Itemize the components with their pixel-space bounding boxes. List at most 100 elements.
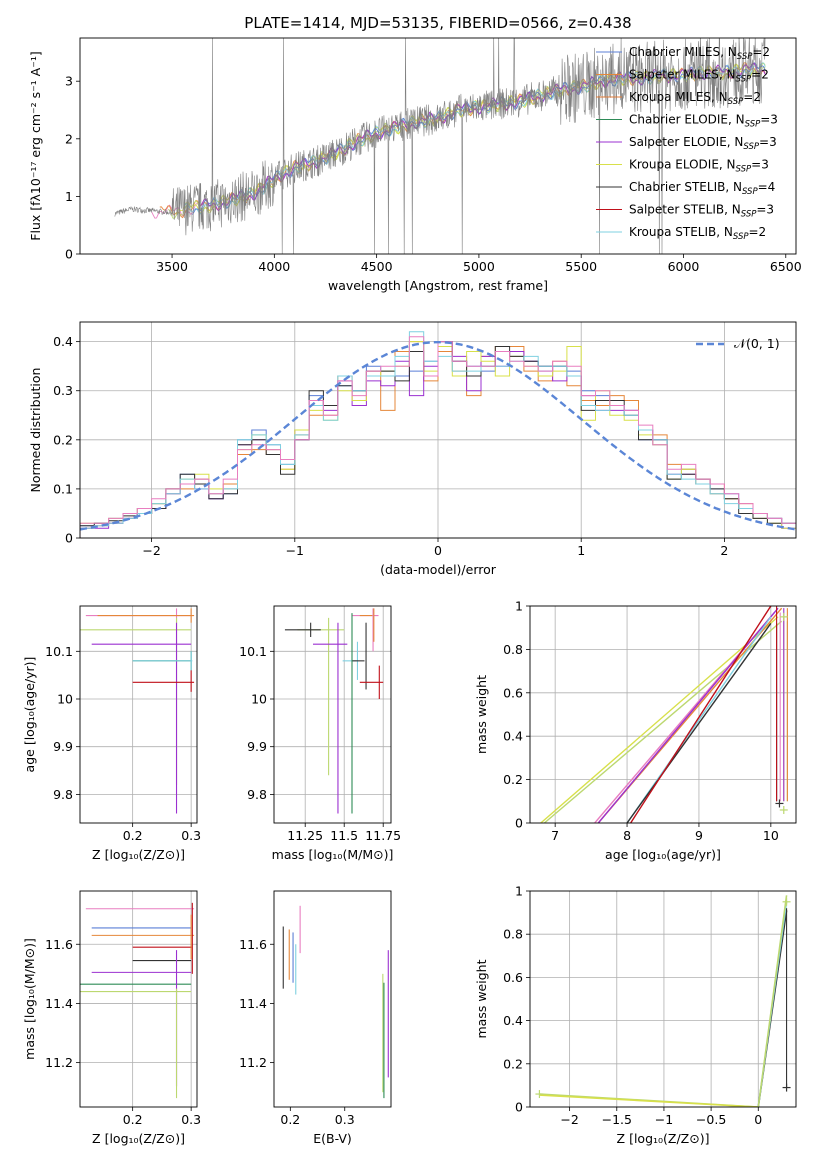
legend-entry: Salpeter STELIB, NSSP=3 bbox=[629, 203, 774, 220]
y-axis-label: mass [log₁₀(M/M⊙)] bbox=[22, 938, 37, 1060]
legend-entry: Chabrier STELIB, NSSP=4 bbox=[629, 180, 775, 197]
x-tick-label: −1.5 bbox=[602, 1112, 632, 1127]
legend-entry-suffix: =2 bbox=[752, 45, 770, 59]
x-tick-label: 10 bbox=[763, 828, 779, 843]
legend-entry-sub: SSP bbox=[733, 232, 749, 242]
x-tick-label: 1 bbox=[577, 543, 585, 558]
y-tick-label: 0 bbox=[65, 531, 73, 546]
y-tick-label: 0 bbox=[515, 816, 523, 831]
y-axis-label: mass weight bbox=[474, 675, 489, 754]
y-tick-label: 2 bbox=[65, 131, 73, 146]
plot-area-weight-vs-age bbox=[540, 606, 788, 823]
legend-entry-suffix: =3 bbox=[756, 203, 774, 217]
x-tick-label: 0.2 bbox=[123, 1112, 143, 1127]
y-tick-label: 0.4 bbox=[503, 1013, 523, 1028]
legend-entry: Salpeter MILES, NSSP=2 bbox=[629, 68, 769, 85]
plot-area-mass-vs-ebv bbox=[282, 905, 389, 1099]
x-tick-label: −2 bbox=[560, 1112, 578, 1127]
y-tick-label: 11.4 bbox=[239, 996, 267, 1011]
y-tick-label: 0.3 bbox=[53, 383, 73, 398]
x-tick-label: 2 bbox=[720, 543, 728, 558]
y-tick-label: 0.2 bbox=[503, 1056, 523, 1071]
axes-frame bbox=[79, 890, 198, 1108]
axes-frame bbox=[79, 321, 797, 539]
y-tick-label: 10 bbox=[251, 692, 267, 707]
legend: 𝒩(0, 1) bbox=[696, 336, 780, 351]
y-tick-label: 9.8 bbox=[247, 787, 267, 802]
weight-Z-line bbox=[539, 1094, 759, 1107]
normal-curve bbox=[80, 341, 796, 531]
x-axis-label: Z [log₁₀(Z/Z⊙)] bbox=[92, 1131, 185, 1146]
legend-entry-sub: SSP bbox=[741, 210, 757, 220]
x-tick-label: −0.5 bbox=[696, 1112, 726, 1127]
legend-entry: Chabrier MILES, NSSP=2 bbox=[629, 45, 770, 62]
legend-entry-suffix: =2 bbox=[751, 68, 769, 82]
x-axis-label: E(B-V) bbox=[313, 1131, 352, 1146]
legend-entry-sub: SSP bbox=[737, 52, 753, 62]
y-tick-label: 0 bbox=[515, 1100, 523, 1115]
legend-entry-label: Salpeter MILES, N bbox=[629, 68, 736, 82]
legend-entry-suffix: =3 bbox=[751, 158, 769, 172]
legend-entry-suffix: =2 bbox=[749, 225, 767, 239]
y-tick-label: 9.9 bbox=[53, 739, 73, 754]
axes-frame bbox=[79, 605, 198, 824]
x-tick-label: 4500 bbox=[361, 259, 393, 274]
y-tick-label: 11.4 bbox=[45, 996, 73, 1011]
y-tick-label: 10.1 bbox=[45, 644, 73, 659]
panel-weight-vs-age: 7 8 9 10 0 0.2 0.4 0.6 0.8 1 age [log₁₀(age/yr)] ma… bbox=[474, 599, 797, 862]
x-tick-label: 5000 bbox=[463, 259, 495, 274]
x-tick-label: 11.25 bbox=[287, 828, 323, 843]
panel-mass-vs-Z: 0.2 0.3 11.2 11.4 11.6 Z [log₁₀(Z/Z⊙)] mass [l… bbox=[22, 890, 201, 1146]
figure-title: PLATE=1414, MJD=53135, FIBERID=0566, z=0… bbox=[244, 14, 631, 32]
plot-area-residuals bbox=[80, 331, 796, 538]
axes-frame bbox=[529, 605, 797, 824]
x-tick-label: 0.3 bbox=[335, 1112, 355, 1127]
axes-frame bbox=[273, 605, 392, 824]
y-tick-label: 0.8 bbox=[503, 927, 523, 942]
observed-spectrum bbox=[114, 38, 766, 254]
y-tick-label: 11.6 bbox=[239, 937, 267, 952]
legend-entry-suffix: =3 bbox=[760, 113, 778, 127]
plots-layer: 3500 4000 4500 5000 5500 6000 6500 0 1 2 3 waveleng… bbox=[22, 37, 802, 1146]
y-tick-label: 11.2 bbox=[239, 1055, 267, 1070]
y-axis-label: Flux [fλ10⁻¹⁷ erg cm⁻² s⁻¹ A⁻¹] bbox=[28, 51, 43, 240]
plot-area-weight-vs-Z bbox=[535, 895, 791, 1107]
plot-area-age-vs-Z bbox=[80, 608, 195, 814]
legend-entry: Kroupa ELODIE, NSSP=3 bbox=[629, 158, 769, 175]
x-tick-label: 0.2 bbox=[280, 1112, 300, 1127]
x-tick-label: 4000 bbox=[258, 259, 290, 274]
y-axis-label: mass weight bbox=[474, 959, 489, 1038]
weight-age-line bbox=[626, 622, 772, 823]
x-tick-label: 0 bbox=[754, 1112, 762, 1127]
model-spectrum-6 bbox=[200, 62, 766, 212]
legend-entry-sub: SSP bbox=[745, 120, 761, 130]
y-tick-label: 10.1 bbox=[239, 644, 267, 659]
y-axis-label: age [log₁₀(age/yr)] bbox=[22, 657, 37, 773]
legend-entry-label: Kroupa ELODIE, N bbox=[629, 158, 736, 172]
legend-entry-label: Salpeter STELIB, N bbox=[629, 203, 741, 217]
x-tick-label: 0.3 bbox=[181, 1112, 201, 1127]
x-tick-label: 7 bbox=[551, 828, 559, 843]
x-tick-label: 0 bbox=[434, 543, 442, 558]
x-tick-label: 0.2 bbox=[123, 828, 143, 843]
legend-entry-sub: SSP bbox=[742, 187, 758, 197]
axes-frame bbox=[273, 890, 392, 1108]
y-tick-label: 11.6 bbox=[45, 937, 73, 952]
y-tick-label: 1 bbox=[65, 189, 73, 204]
panel-age-vs-mass: 11.25 11.5 11.75 9.8 9.9 10 10.1 mass [log₁₀(M/… bbox=[239, 605, 401, 862]
y-tick-label: 11.2 bbox=[45, 1055, 73, 1070]
x-tick-label: 9 bbox=[695, 828, 703, 843]
panel-spectrum: 3500 4000 4500 5000 5500 6000 6500 0 1 2 3 waveleng… bbox=[28, 37, 802, 293]
plot-area-age-vs-mass bbox=[284, 608, 384, 814]
legend-entry: Salpeter ELODIE, NSSP=3 bbox=[629, 135, 777, 152]
legend-entry-suffix: =3 bbox=[759, 135, 777, 149]
x-tick-label: 11.5 bbox=[330, 828, 358, 843]
y-tick-label: 0.8 bbox=[503, 642, 523, 657]
histogram-series-6 bbox=[80, 336, 796, 538]
panel-age-vs-Z: 0.2 0.3 9.8 9.9 10 10.1 Z [log₁₀(Z/Z⊙)] age [lo… bbox=[22, 605, 201, 862]
x-tick-label: −1 bbox=[655, 1112, 673, 1127]
legend-entry-label: Chabrier MILES, N bbox=[629, 45, 737, 59]
x-axis-label: mass [log₁₀(M/M⊙)] bbox=[272, 847, 394, 862]
y-tick-label: 0.6 bbox=[503, 685, 523, 700]
